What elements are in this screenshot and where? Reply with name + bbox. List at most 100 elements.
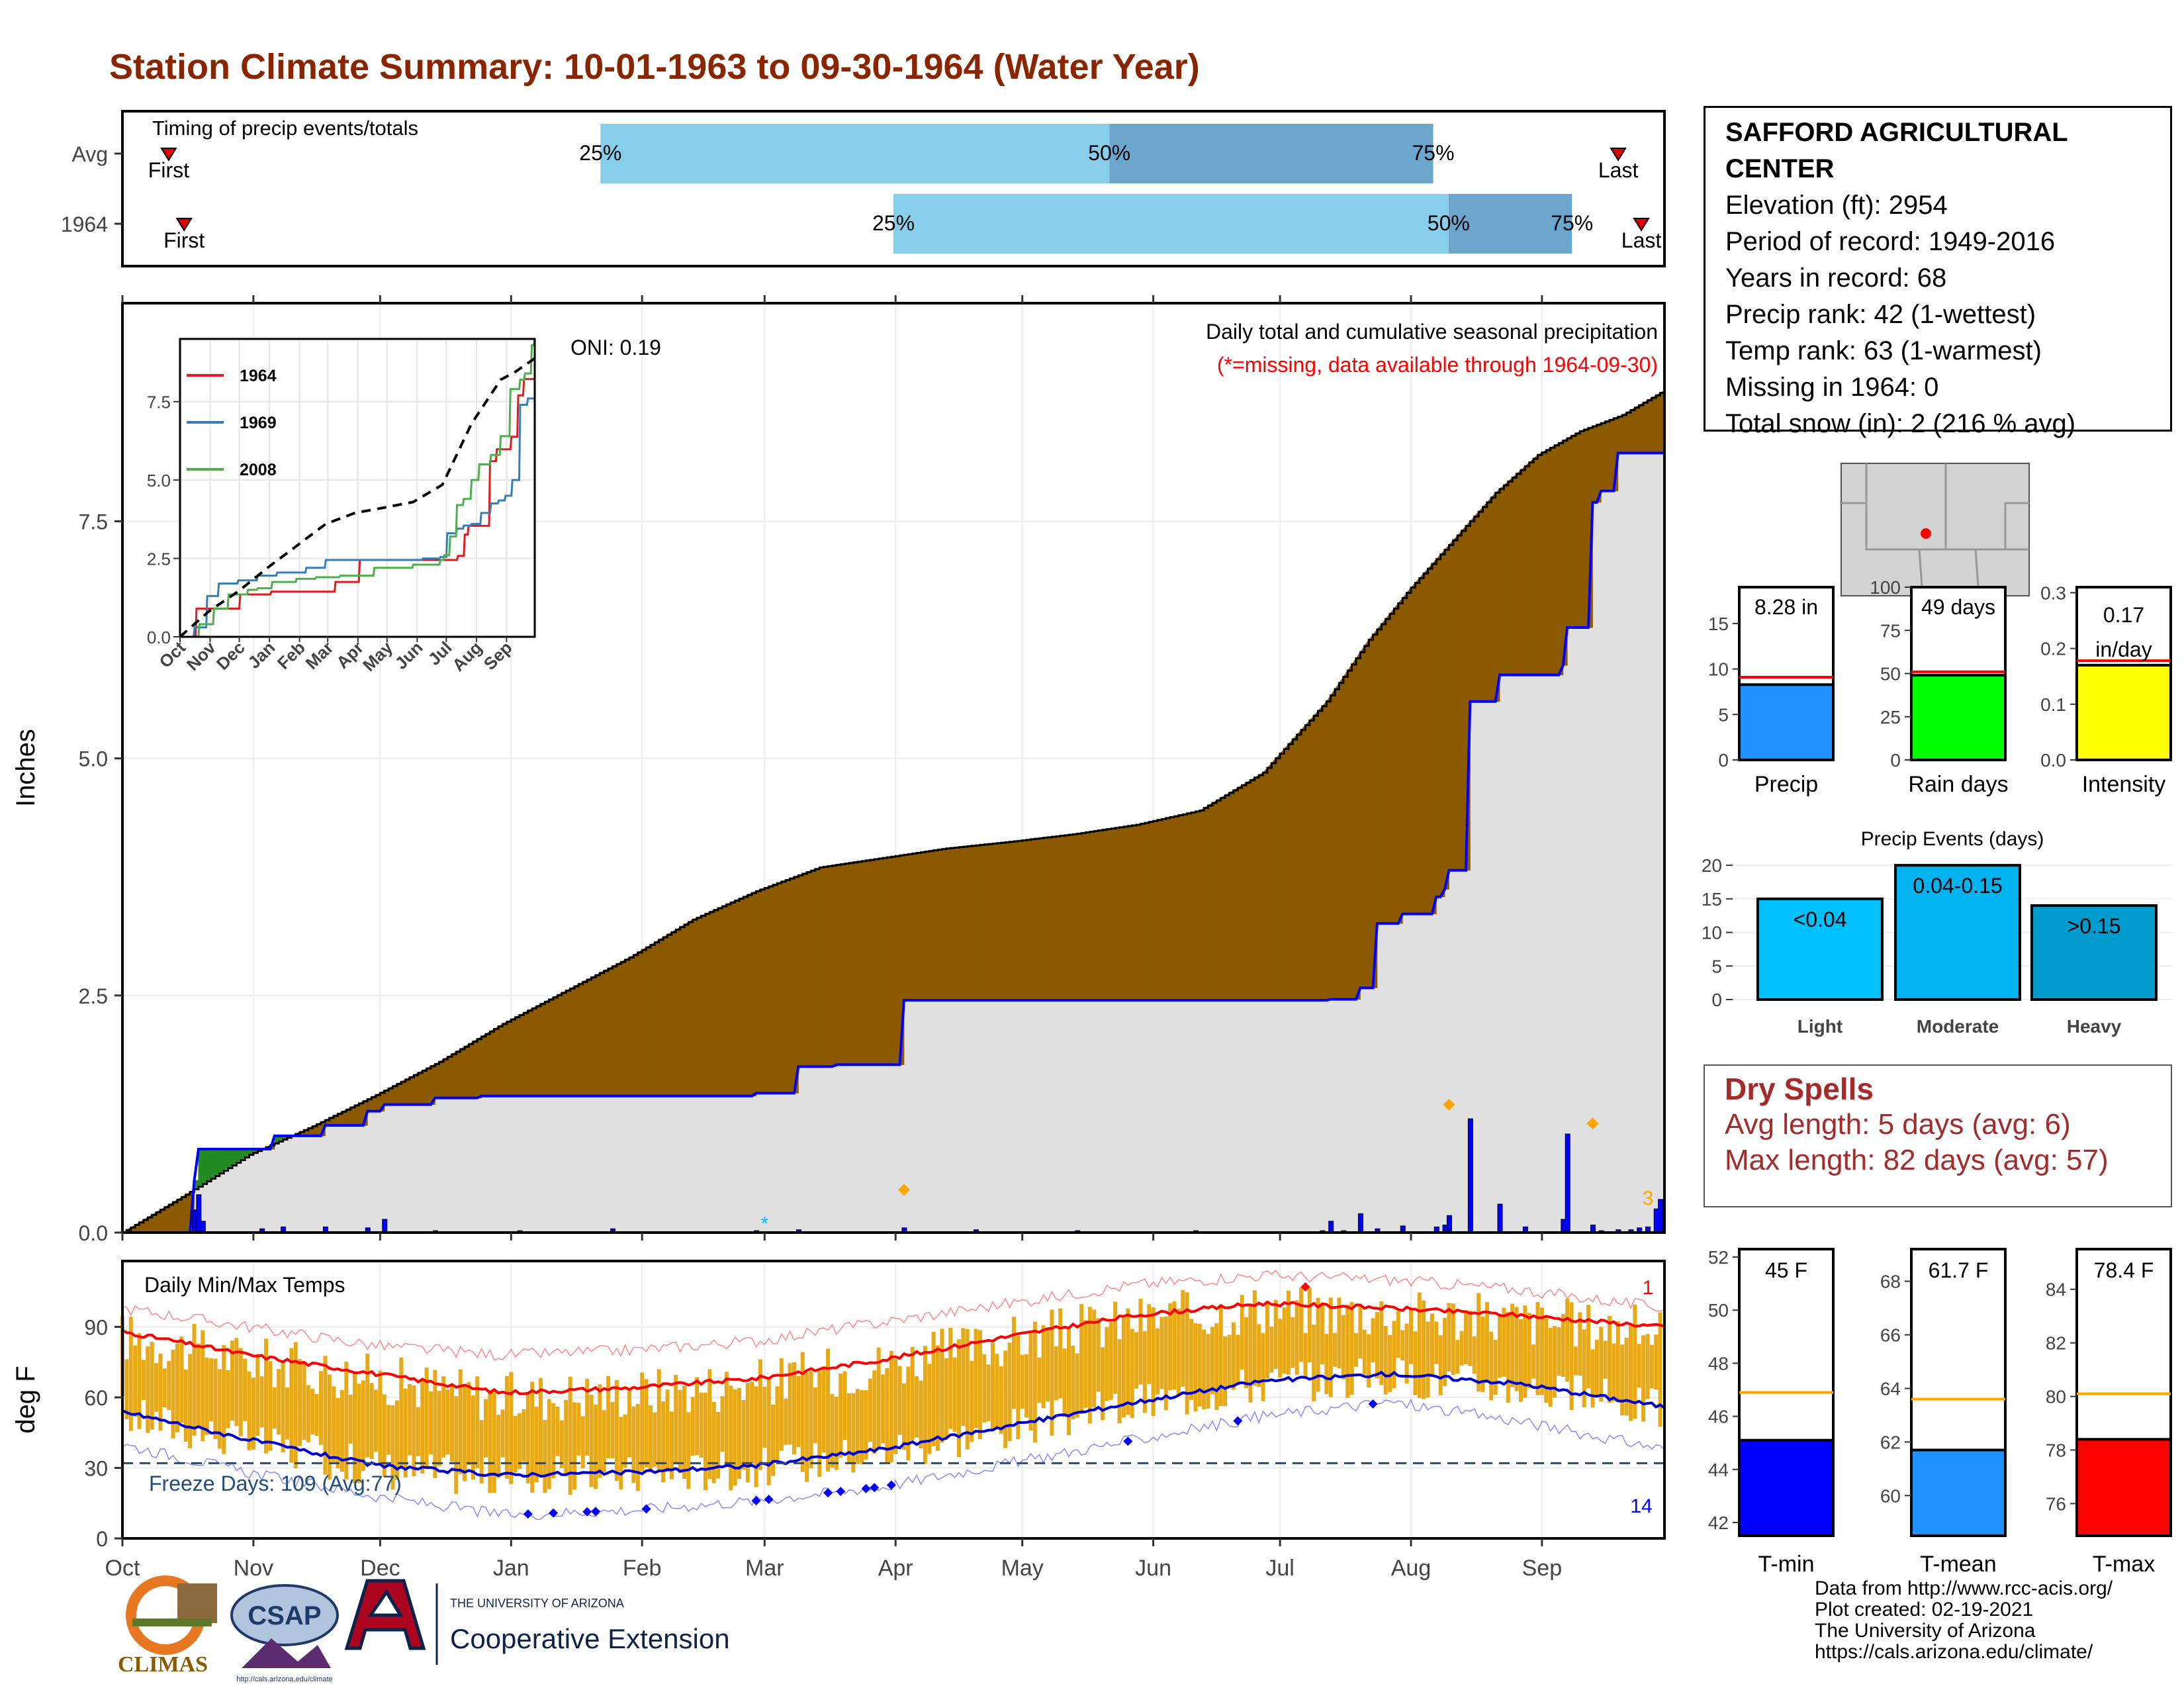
summary-ytick-label: 0.1	[2040, 694, 2066, 715]
inset-ytick-label: 5.0	[147, 471, 171, 491]
summary-category-label: Intensity	[2082, 772, 2166, 797]
temp-summary-category-label: T-mean	[1920, 1552, 1996, 1577]
precip-ytick-label: 5.0	[79, 747, 108, 771]
precip-ylabel: Inches	[11, 729, 40, 807]
temp-ytick-label: 0	[96, 1527, 108, 1551]
temp-summary-ytick-label: 52	[1708, 1247, 1729, 1268]
daily-precip-bar	[1467, 1118, 1473, 1233]
station-temp-rank: Temp rank: 63 (1-warmest)	[1725, 336, 2042, 365]
temp-summary-ytick-label: 62	[1880, 1432, 1901, 1452]
record-low-count: 14	[1630, 1495, 1652, 1517]
timing-bar-light	[600, 124, 1110, 183]
avg-cumulative-line	[122, 390, 1666, 1234]
events-bar-label: <0.04	[1794, 908, 1847, 931]
temp-summary-value-label: 78.4 F	[2094, 1258, 2154, 1282]
csap-logo-mountains	[242, 1638, 331, 1668]
summary-ytick-label: 50	[1880, 664, 1901, 684]
summary-ytick-label: 10	[1708, 659, 1729, 680]
inset-series-line	[180, 397, 535, 638]
events-category-label: Light	[1797, 1016, 1843, 1037]
record-low-marker	[886, 1480, 896, 1490]
precip-title: Daily total and cumulative seasonal prec…	[1206, 320, 1658, 344]
timing-bar-light	[893, 194, 1449, 254]
record-low-marker	[836, 1486, 846, 1496]
daily-record-marker	[1443, 1098, 1455, 1111]
record-low-marker	[870, 1483, 880, 1493]
station-snow: Total snow (in): 2 (216 % avg)	[1725, 409, 2076, 438]
summary-ytick-label: 0.3	[2040, 583, 2066, 603]
record-low-marker	[549, 1508, 559, 1518]
climas-logo-block	[177, 1583, 217, 1623]
location-map	[1841, 463, 2030, 596]
summary-ytick-label: 25	[1880, 707, 1901, 727]
csap-logo-cloud	[230, 1584, 339, 1646]
temp-title: Daily Min/Max Temps	[144, 1273, 345, 1297]
timing-first-label: First	[163, 228, 205, 252]
daily-precip-bar	[1328, 1221, 1334, 1233]
summary-ytick-label: 100	[1870, 577, 1901, 598]
temp-panel-border	[121, 1260, 1666, 1540]
inset-legend-label: 1969	[240, 414, 277, 432]
record-low-marker	[590, 1507, 600, 1517]
month-label: Sep	[1522, 1556, 1563, 1581]
credit-line: https://cals.arizona.edu/climate/	[1815, 1641, 2093, 1663]
summary-category-label: Rain days	[1908, 772, 2008, 797]
temp-summary-ytick-label: 64	[1880, 1378, 1901, 1399]
climas-logo-band	[132, 1618, 212, 1626]
timing-pct-label: 75%	[1551, 211, 1593, 235]
temp-summary-value-label: 61.7 F	[1929, 1258, 1989, 1282]
events-category-label: Heavy	[2067, 1016, 2122, 1037]
station-location-marker	[1921, 528, 1931, 539]
events-bar	[2030, 904, 2158, 1001]
daily-precip-bar	[1446, 1215, 1452, 1233]
timing-row-label: 1964	[61, 212, 108, 236]
summary-ytick-label: 0	[1718, 750, 1729, 771]
record-high-marker	[1300, 1282, 1310, 1292]
inset-ytick-label: 2.5	[147, 549, 171, 569]
temp-ytick-label: 90	[84, 1315, 108, 1339]
temp-summary-ytick-label: 82	[2046, 1333, 2066, 1354]
events-bar-label: >0.15	[2068, 914, 2121, 938]
station-name-line1: SAFFORD AGRICULTURAL	[1725, 118, 2068, 147]
summary-bar	[1910, 674, 2007, 761]
temp-summary-ytick-label: 68	[1880, 1272, 1901, 1292]
summary-ytick-label: 5	[1718, 704, 1729, 725]
temp-summary-ytick-label: 46	[1708, 1407, 1729, 1427]
month-label: Nov	[234, 1556, 273, 1581]
record-max-line	[122, 1269, 1665, 1361]
precip-ytick-label: 0.0	[79, 1221, 108, 1245]
avg-max-line	[121, 1300, 1665, 1395]
climas-logo-text: CLIMAS	[118, 1652, 208, 1677]
timing-first-label: First	[148, 158, 189, 182]
month-label: Jun	[1135, 1556, 1171, 1581]
last-event-icon	[1633, 218, 1650, 232]
csap-logo-text: CSAP	[248, 1601, 321, 1630]
temp-summary-category-label: T-min	[1758, 1552, 1815, 1577]
timing-title: Timing of precip events/totals	[152, 117, 418, 140]
oni-label: ONI: 0.19	[570, 336, 661, 359]
dry-spells-title: Dry Spells	[1725, 1072, 1874, 1106]
temp-summary-ytick-label: 78	[2046, 1440, 2066, 1461]
month-label: Oct	[105, 1556, 140, 1581]
inset-series-line	[180, 338, 536, 638]
daily-precip-bar	[1565, 1133, 1570, 1233]
summary-ytick-label: 0.2	[2040, 639, 2066, 659]
events-bar	[1756, 897, 1884, 1002]
ua-logo-icon	[344, 1579, 426, 1650]
month-label: Apr	[878, 1556, 913, 1581]
avg-min-line	[122, 1370, 1666, 1478]
temp-summary-ytick-label: 60	[1880, 1485, 1901, 1506]
summary-ytick-label: 15	[1708, 614, 1729, 634]
precip-panel-border	[121, 302, 1666, 1234]
timing-pct-label: 25%	[872, 211, 915, 235]
temp-summary-ytick-label: 80	[2046, 1387, 2066, 1407]
temp-summary-bar	[1738, 1438, 1835, 1538]
credit-line: The University of Arizona	[1815, 1620, 2036, 1642]
daily-precip-bar	[382, 1219, 388, 1233]
first-event-icon	[160, 148, 177, 162]
daily-precip-bar	[1357, 1213, 1363, 1233]
state-borders	[1841, 463, 2029, 596]
temp-summary-ytick-label: 44	[1708, 1460, 1729, 1480]
record-low-marker	[861, 1483, 871, 1493]
summary-value-label: 0.17	[2103, 603, 2144, 627]
